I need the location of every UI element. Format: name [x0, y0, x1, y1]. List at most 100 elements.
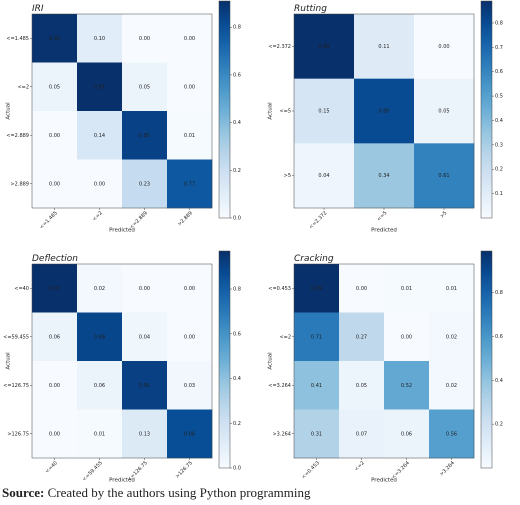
cell-label: 0.99	[311, 286, 322, 292]
colorbar	[218, 0, 231, 219]
y-tick-label: <=126.75	[3, 383, 29, 389]
heatmap-cell	[167, 111, 213, 160]
cell-label: 0.06	[49, 334, 60, 340]
heatmap-cell	[122, 62, 168, 112]
heatmap-cell	[414, 14, 475, 79]
plot-frame	[293, 263, 475, 459]
colorbar	[480, 0, 493, 219]
cell-label: 0.00	[49, 383, 60, 389]
heatmap-cell	[384, 361, 430, 410]
cell-label: 0.00	[184, 36, 195, 42]
heatmap-cell	[294, 14, 355, 79]
heatmap-cell	[354, 143, 415, 209]
plot-frame	[31, 263, 213, 459]
heatmap-cell	[32, 111, 78, 160]
colorbar-tick-label: 0.0	[233, 216, 241, 222]
x-tick-label: <=59.455	[81, 460, 104, 483]
heatmap-cell	[32, 14, 78, 63]
cell-label: 0.06	[401, 431, 412, 437]
panel-title: Cracking	[294, 254, 334, 264]
colorbar-tick-label: 0.8	[233, 287, 241, 293]
cell-label: 0.86	[184, 431, 195, 437]
cell-label: 0.52	[401, 383, 412, 389]
cell-label: 0.41	[311, 383, 322, 389]
cell-label: 0.14	[94, 133, 105, 139]
colorbar-tick-label: 0.5	[495, 94, 503, 100]
colorbar-tick-label: 0.6	[233, 72, 241, 78]
heatmap-cell	[339, 264, 385, 313]
cell-label: 0.07	[356, 431, 367, 437]
heatmap-cell	[429, 409, 475, 459]
heatmap-cell	[122, 14, 168, 63]
heatmap-cell	[339, 312, 385, 362]
cell-label: 0.00	[49, 181, 60, 187]
colorbar-tick-label: 0.8	[233, 25, 241, 31]
cell-label: 0.04	[318, 173, 329, 179]
cell-label: 0.02	[446, 334, 457, 340]
y-tick-label: >126.75	[7, 431, 29, 437]
x-tick-label: <=0.453	[301, 460, 321, 480]
colorbar-tick-label: 0.2	[495, 167, 503, 173]
cell-label: 0.89	[318, 44, 329, 50]
cell-label: 0.15	[318, 109, 329, 115]
cell-label: 0.23	[139, 181, 150, 187]
colorbar-tick-label: 0.4	[495, 118, 503, 124]
y-axis-label: Actual	[6, 102, 12, 120]
cell-label: 0.77	[184, 181, 195, 187]
cell-label: 0.00	[139, 36, 150, 42]
y-tick-label: >3.264	[272, 431, 291, 437]
x-tick-label: <=2	[354, 460, 366, 472]
cell-label: 0.00	[49, 431, 60, 437]
x-tick-label: >3.264	[439, 460, 456, 477]
cell-label: 0.34	[378, 173, 389, 179]
x-tick-label: >2.889	[177, 210, 194, 227]
y-tick-label: <=1.485	[6, 36, 29, 42]
heatmap-cell	[294, 361, 340, 410]
heatmap-cell	[122, 159, 168, 209]
x-axis-label: Predicted	[371, 478, 397, 484]
colorbar-tick-label: 0.2	[233, 421, 241, 427]
heatmap-cell	[339, 361, 385, 410]
heatmap-cell	[429, 312, 475, 362]
cell-label: 0.01	[94, 431, 105, 437]
heatmap-cell	[122, 111, 168, 160]
heatmap-cell	[294, 78, 355, 144]
cell-label: 0.00	[139, 286, 150, 292]
x-tick-label: <=1.485	[39, 210, 59, 230]
heatmap-cell	[167, 264, 213, 313]
cell-label: 0.00	[438, 44, 449, 50]
cell-label: 0.97	[49, 286, 60, 292]
heatmap-cell	[77, 361, 123, 410]
heatmap-cell	[294, 312, 340, 362]
heatmap-cell	[77, 312, 123, 362]
heatmap-cell	[354, 14, 415, 79]
heatmap-cell	[77, 62, 123, 112]
heatmap-cell	[122, 312, 168, 362]
cell-label: 0.06	[94, 383, 105, 389]
heatmap-cell	[77, 159, 123, 209]
x-tick-label: <=5	[376, 210, 388, 222]
colorbar-tick-label: 0.4	[233, 376, 241, 382]
cell-label: 0.91	[139, 383, 150, 389]
heatmap-cell	[77, 409, 123, 459]
colorbar-tick-label: 0.1	[495, 191, 503, 197]
y-tick-label: <=40	[14, 286, 29, 292]
heatmap-cell	[414, 78, 475, 144]
cell-label: 0.05	[356, 383, 367, 389]
x-tick-label: >5	[439, 210, 448, 219]
x-tick-label: <=2	[92, 210, 104, 222]
x-axis-label: Predicted	[109, 228, 135, 234]
colorbar-tick-label: 0.4	[495, 378, 503, 384]
y-tick-label: >2.889	[10, 181, 29, 187]
heatmap-cell	[167, 312, 213, 362]
heatmap-cell	[167, 14, 213, 63]
heatmap-cell	[77, 264, 123, 313]
plot-frame	[31, 13, 213, 209]
colorbar	[480, 250, 493, 469]
cell-label: 0.61	[438, 173, 449, 179]
caption-text: Created by the authors using Python prog…	[48, 485, 311, 500]
x-tick-label: <=40	[44, 460, 59, 475]
cell-label: 0.00	[356, 286, 367, 292]
cell-label: 0.02	[94, 286, 105, 292]
heatmap-cell	[414, 143, 475, 209]
